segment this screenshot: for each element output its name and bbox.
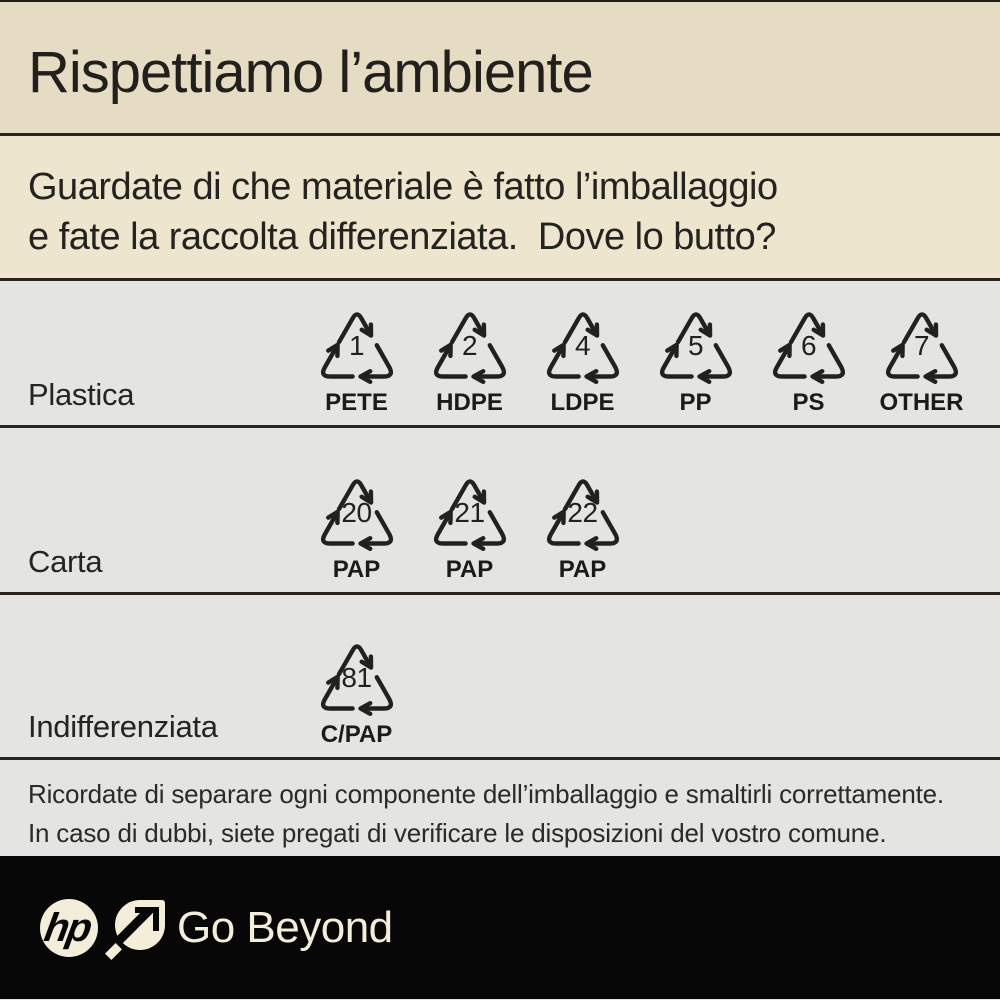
symbol-strip: 20 PAP 21 PAP [300, 470, 639, 584]
recycling-triangle-icon [320, 479, 393, 551]
recycling-symbol: 20 PAP [300, 470, 413, 584]
divider [0, 425, 1000, 428]
material-row-plastica: Plastica 1 PETE [0, 281, 1000, 425]
resin-code-number: 22 [567, 496, 598, 528]
recycling-triangle-icon [433, 312, 506, 384]
recycling-triangle-icon [433, 479, 506, 551]
footer-band: hp Go Beyond [0, 856, 1000, 999]
divider [0, 757, 1000, 760]
recycling-triangle-icon [546, 312, 619, 384]
intro-line-2: e fate la raccolta differenziata. Dove l… [28, 216, 776, 258]
recycling-symbol: 1 PETE [300, 303, 413, 417]
resin-code-label: PAP [332, 556, 381, 583]
resin-code-label: HDPE [436, 389, 503, 416]
recycling-triangle-icon [320, 312, 393, 384]
hp-logo-text: hp [40, 905, 94, 950]
tagline: Go Beyond [177, 902, 393, 952]
recycling-symbol: 21 PAP [413, 470, 526, 584]
page-title: Rispettiamo l’ambiente [28, 40, 594, 105]
resin-code-number: 6 [800, 329, 817, 361]
intro-line-1: Guardate di che materiale è fatto l’imba… [28, 166, 778, 208]
recycling-triangle-icon [885, 312, 958, 384]
recycling-symbol: 22 PAP [526, 470, 639, 584]
resin-code-number: 20 [341, 496, 372, 528]
recycling-symbol: 4 LDPE [526, 303, 639, 417]
resin-code-number: 7 [913, 329, 930, 361]
divider [0, 133, 1000, 136]
resin-code-number: 81 [341, 661, 372, 693]
material-row-carta: Carta 20 PAP [0, 428, 1000, 592]
resin-code-label: C/PAP [320, 721, 393, 748]
resin-code-number: 2 [461, 329, 478, 361]
hp-logo: hp [40, 898, 98, 957]
resin-code-number: 5 [687, 329, 704, 361]
resin-code-number: 1 [348, 329, 365, 361]
note-line-2: In caso di dubbi, siete pregati di verif… [28, 818, 887, 848]
note-band: Ricordate di separare ogni componente de… [0, 760, 1000, 856]
recycling-symbol: 2 HDPE [413, 303, 526, 417]
intro-band: Guardate di che materiale è fatto l’imba… [0, 136, 1000, 278]
divider [0, 278, 1000, 281]
recycling-triangle-icon [772, 312, 845, 384]
resin-code-label: PS [792, 389, 825, 416]
resin-code-label: PETE [325, 389, 388, 416]
symbol-strip: 1 PETE 2 HDPE [300, 303, 978, 417]
recycling-triangle-icon [546, 479, 619, 551]
header-band: Rispettiamo l’ambiente [0, 2, 1000, 133]
resin-code-number: 4 [574, 329, 591, 361]
recycling-symbol: 7 OTHER [865, 303, 978, 417]
arrow-chevron [152, 906, 159, 931]
symbol-strip: 81 C/PAP [300, 635, 413, 749]
row-label-indifferenziata: Indifferenziata [28, 709, 218, 744]
recycling-symbol: 6 PS [752, 303, 865, 417]
resin-code-label: OTHER [879, 389, 964, 416]
row-label-carta: Carta [28, 544, 103, 579]
note-line-1: Ricordate di separare ogni componente de… [28, 779, 944, 809]
resin-code-label: LDPE [550, 389, 615, 416]
divider [0, 592, 1000, 595]
recycling-symbol: 5 PP [639, 303, 752, 417]
go-beyond-arrow-icon [105, 898, 165, 960]
recycling-symbol: 81 C/PAP [300, 635, 413, 749]
row-label-plastica: Plastica [28, 377, 135, 412]
resin-code-label: PP [679, 389, 712, 416]
arrow-chevron [135, 906, 159, 913]
recycling-triangle-icon [320, 644, 393, 716]
material-row-indifferenziata: Indifferenziata 81 C/PAP [0, 595, 1000, 757]
resin-code-number: 21 [454, 496, 485, 528]
recycling-triangle-icon [659, 312, 732, 384]
resin-code-label: PAP [445, 556, 494, 583]
resin-code-label: PAP [558, 556, 607, 583]
